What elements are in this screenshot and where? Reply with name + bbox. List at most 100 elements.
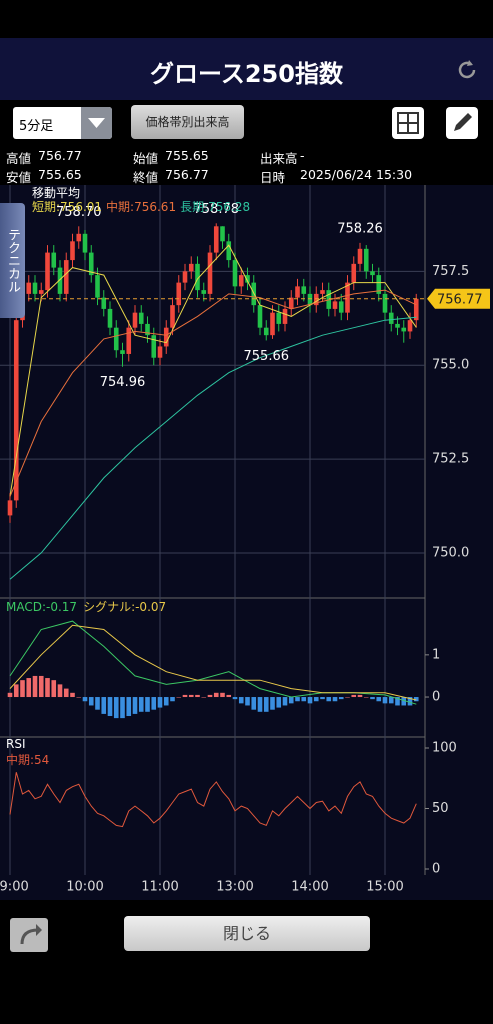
macd-histogram-bar — [13, 684, 19, 698]
info-value: 2025/06/24 15:30 — [300, 167, 413, 182]
candle-body — [163, 327, 169, 347]
candle-body — [13, 320, 19, 501]
macd-histogram-bar — [76, 697, 82, 698]
info-label: 高値 — [6, 151, 32, 166]
macd-histogram-bar — [232, 697, 238, 700]
candle-body — [126, 327, 132, 354]
macd-histogram-bar — [195, 694, 200, 698]
draw-button[interactable] — [445, 106, 479, 140]
candle-body — [363, 248, 369, 272]
candle-body — [338, 301, 344, 313]
candle-body — [307, 293, 313, 306]
macd-histogram-bar — [382, 697, 388, 704]
macd-histogram-bar — [176, 697, 182, 698]
volume-profile-button[interactable]: 価格帯別出来高 — [131, 105, 244, 139]
candle-body — [120, 350, 125, 354]
extreme-label: 755.66 — [244, 349, 290, 364]
y-tick-label: 755.0 — [432, 358, 469, 373]
macd-histogram-bar — [251, 697, 257, 710]
ma-line — [9, 316, 417, 580]
candle-body — [313, 293, 319, 306]
layout-button[interactable] — [391, 106, 425, 140]
y-tick-label: 0 — [432, 862, 440, 877]
candle-body — [157, 346, 163, 358]
y-tick-label: 750.0 — [432, 545, 469, 560]
macd-histogram-bar — [320, 697, 325, 700]
candle-body — [407, 320, 413, 332]
macd-histogram-bar — [213, 692, 219, 698]
back-button[interactable] — [10, 918, 48, 952]
macd-histogram-bar — [138, 697, 144, 712]
macd-histogram-bar — [238, 697, 244, 704]
macd-histogram-bar — [7, 692, 13, 698]
macd-histogram-bar — [188, 694, 194, 698]
macd-histogram-bar — [245, 697, 250, 706]
macd-histogram-bar — [357, 694, 363, 698]
info-value: 756.77 — [165, 167, 209, 182]
macd-histogram-bar — [163, 697, 169, 706]
legend-entry: 中期:756.61 — [106, 200, 177, 214]
macd-histogram-bar — [132, 697, 138, 714]
candle-body — [382, 293, 388, 313]
period-dropdown[interactable]: 5分足 — [13, 107, 112, 139]
candle-body — [113, 327, 119, 351]
candle-body — [182, 271, 188, 283]
y-tick-label: 1 — [432, 647, 440, 662]
info-value: - — [300, 148, 305, 163]
ma-line — [9, 244, 417, 497]
macd-histogram-bar — [282, 697, 288, 706]
macd-histogram-bar — [370, 697, 375, 700]
x-tick-label: 11:00 — [141, 880, 178, 895]
candle-body — [7, 500, 13, 516]
candle-body — [63, 260, 69, 294]
candle-body — [45, 252, 50, 291]
candle-body — [345, 282, 350, 313]
macd-histogram-bar — [363, 697, 369, 698]
candle-body — [388, 312, 394, 324]
x-tick-label: 14:00 — [291, 880, 328, 895]
info-value: 755.65 — [38, 167, 82, 182]
extreme-label: 758.78 — [194, 202, 240, 217]
refresh-button[interactable] — [454, 57, 480, 83]
macd-histogram-bar — [182, 694, 188, 698]
macd-histogram-bar — [257, 697, 263, 712]
macd-histogram-bar — [413, 697, 419, 702]
rsi-title: RSI — [6, 737, 26, 751]
ma-line — [9, 289, 417, 497]
rsi-legend: 中期:54 — [6, 753, 50, 767]
candle-body — [38, 290, 44, 294]
macd-histogram-bar — [126, 697, 132, 717]
macd-histogram-bar — [70, 692, 75, 698]
candle-body — [413, 298, 419, 321]
info-label: 出来高 — [260, 151, 298, 166]
candle-body — [213, 226, 219, 253]
candle-body — [145, 323, 150, 336]
candle-body — [51, 252, 57, 268]
candle-body — [88, 252, 94, 276]
macd-histogram-bar — [157, 697, 163, 708]
macd-histogram-bar — [407, 697, 413, 706]
macd-histogram-bar — [151, 697, 157, 710]
macd-histogram-bar — [63, 688, 69, 698]
technical-tab[interactable]: テクニカル — [0, 203, 25, 318]
macd-line — [9, 624, 417, 701]
close-button[interactable]: 閉じる — [124, 916, 370, 951]
macd-histogram-bar — [332, 697, 338, 702]
macd-histogram-bar — [57, 684, 63, 698]
candle-body — [201, 290, 207, 294]
candle-body — [282, 308, 288, 324]
rsi-line — [9, 772, 417, 828]
macd-histogram-bar — [145, 697, 150, 712]
info-label: 終値 — [133, 170, 159, 185]
candle-body — [257, 305, 263, 328]
info-value: 755.65 — [165, 148, 209, 163]
candle-body — [82, 233, 88, 253]
candle-body — [376, 275, 382, 294]
candle-body — [370, 271, 375, 276]
candle-body — [32, 282, 38, 294]
macd-legend: MACD:-0.17 シグナル:-0.07 — [6, 598, 172, 615]
y-tick-label: 100 — [432, 741, 457, 756]
candle-body — [76, 233, 82, 242]
macd-histogram-bar — [226, 694, 232, 698]
